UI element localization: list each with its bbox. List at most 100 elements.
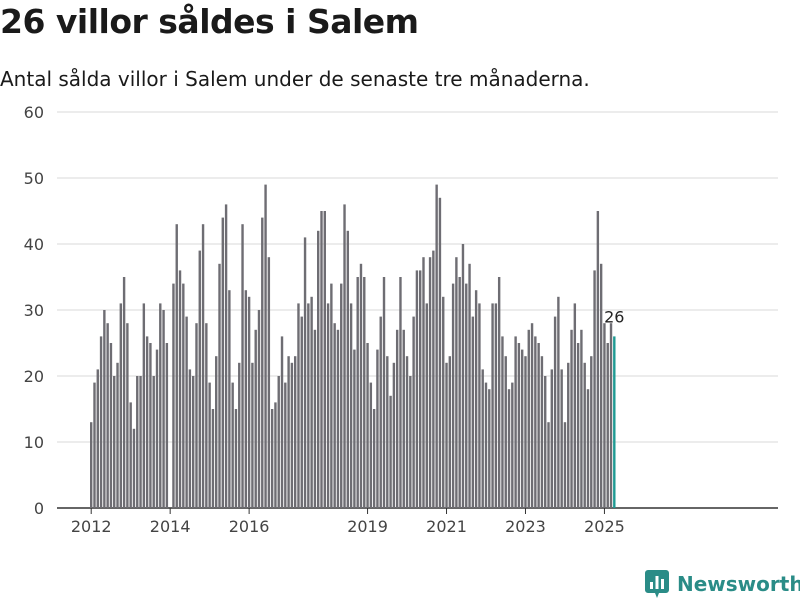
bar <box>317 230 320 509</box>
chart-subtitle: Antal sålda villor i Salem under de sena… <box>0 67 590 91</box>
bar <box>251 362 254 508</box>
x-tick-label: 2012 <box>71 517 112 536</box>
bar <box>471 316 475 508</box>
bar <box>238 362 241 508</box>
bar <box>442 296 445 508</box>
bar <box>218 263 221 508</box>
bar <box>290 362 294 508</box>
bar <box>468 263 471 508</box>
bar <box>300 316 303 508</box>
bar <box>451 283 455 508</box>
bar <box>155 349 159 508</box>
bar <box>224 204 228 508</box>
bar <box>221 217 224 508</box>
bar <box>382 277 386 508</box>
bar <box>231 382 234 508</box>
bar <box>488 389 491 508</box>
bar <box>596 211 600 508</box>
bar <box>93 382 96 508</box>
bar <box>284 382 287 508</box>
bar <box>270 409 274 508</box>
bar <box>254 329 257 508</box>
newsworthy-logo: Newsworthy <box>645 570 800 598</box>
bar <box>142 303 146 508</box>
bar <box>277 376 280 508</box>
bar <box>576 343 580 508</box>
y-tick-label: 30 <box>24 301 44 320</box>
bar <box>573 303 577 508</box>
y-tick-label: 10 <box>24 433 44 452</box>
bar <box>553 316 557 508</box>
bar <box>399 277 402 508</box>
bar <box>474 290 478 508</box>
bar <box>241 224 244 508</box>
bar <box>395 329 399 508</box>
bar <box>152 376 155 508</box>
bar <box>336 329 340 508</box>
bar <box>497 277 501 508</box>
bar <box>530 323 534 508</box>
bar <box>363 277 366 508</box>
bar <box>122 277 126 508</box>
bar <box>96 369 99 508</box>
bar <box>514 336 517 508</box>
bar <box>215 356 218 508</box>
bar <box>297 303 300 508</box>
bar <box>567 362 570 508</box>
bar <box>178 270 182 508</box>
bar-chart: 0 10 20 30 40 50 60 26 2012 2014 2016 2019 2021 2023 2… <box>24 103 778 536</box>
bar <box>195 323 198 508</box>
bar <box>606 343 609 508</box>
x-tick-label: 2016 <box>229 517 270 536</box>
highlight-label: 26 <box>604 307 624 326</box>
bar <box>264 184 267 508</box>
y-tick-label: 50 <box>24 169 44 188</box>
bar <box>544 376 547 508</box>
x-tick-label: 2023 <box>505 517 546 536</box>
bar <box>228 290 231 508</box>
bar <box>504 356 507 508</box>
brand-name: Newsworthy <box>677 572 800 596</box>
bar <box>563 422 567 508</box>
y-tick-label: 0 <box>34 499 44 518</box>
bar <box>343 204 346 508</box>
bar <box>432 250 435 508</box>
bar <box>346 230 350 509</box>
bar <box>511 382 514 508</box>
bar <box>478 303 481 508</box>
bar <box>175 224 178 508</box>
bar <box>172 283 175 508</box>
bar <box>386 356 389 508</box>
bar <box>547 422 550 508</box>
bar <box>613 336 616 508</box>
bar <box>405 356 409 508</box>
bar <box>412 316 415 508</box>
bar <box>274 402 277 508</box>
bar <box>507 389 511 508</box>
y-tick-label: 40 <box>24 235 44 254</box>
bar <box>139 376 142 508</box>
bar <box>524 356 527 508</box>
bar <box>201 224 205 508</box>
bar <box>159 303 162 508</box>
bar <box>211 409 215 508</box>
bar <box>182 283 185 508</box>
bar <box>586 389 590 508</box>
bar <box>205 323 208 508</box>
bar <box>609 323 613 508</box>
bar <box>389 395 392 508</box>
bar <box>109 343 113 508</box>
x-tick-label: 2019 <box>347 517 388 536</box>
bar <box>465 283 468 508</box>
bar <box>422 257 425 508</box>
bar <box>145 336 149 508</box>
bar <box>90 422 93 508</box>
bar <box>333 323 336 508</box>
bar <box>583 362 586 508</box>
bar <box>303 237 307 508</box>
bar <box>330 283 333 508</box>
bar <box>162 310 165 508</box>
bar <box>520 349 524 508</box>
bar <box>590 356 593 508</box>
bar-chart-logo-icon <box>645 570 669 598</box>
